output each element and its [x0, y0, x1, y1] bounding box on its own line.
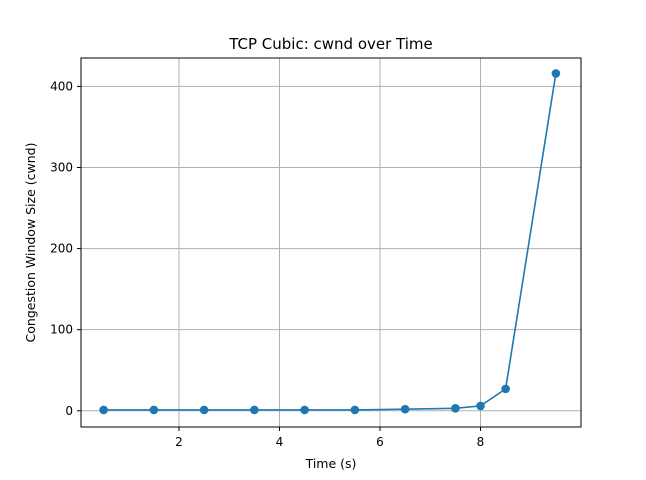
series-layer — [99, 69, 561, 415]
chart-title: TCP Cubic: cwnd over Time — [228, 35, 433, 53]
plot-frame — [80, 57, 582, 428]
data-point — [501, 384, 510, 394]
data-point — [199, 405, 209, 415]
tick-layer: 2 4 6 8 0 100 200 300 400 — [50, 79, 484, 449]
data-point — [99, 405, 108, 415]
series-line — [103, 73, 557, 411]
data-point — [350, 405, 360, 415]
x-tick-label: 8 — [477, 435, 485, 449]
data-point — [250, 405, 259, 415]
data-point — [476, 401, 485, 411]
x-tick-label: 6 — [376, 435, 384, 449]
grid-lines — [81, 58, 581, 427]
y-tick-label: 0 — [65, 404, 73, 418]
data-point — [149, 405, 159, 415]
y-tick-label: 200 — [50, 242, 73, 256]
y-axis-label: Congestion Window Size (cwnd) — [23, 143, 38, 343]
data-point — [551, 69, 561, 78]
x-tick-label: 4 — [276, 435, 284, 449]
data-point — [400, 404, 410, 414]
data-point — [451, 404, 460, 413]
data-point — [300, 405, 309, 415]
y-tick-label: 100 — [50, 323, 73, 337]
x-axis-label: Time (s) — [305, 456, 357, 471]
y-tick-label: 400 — [50, 79, 73, 93]
y-tick-label: 300 — [50, 160, 73, 174]
x-tick-label: 2 — [175, 435, 183, 449]
